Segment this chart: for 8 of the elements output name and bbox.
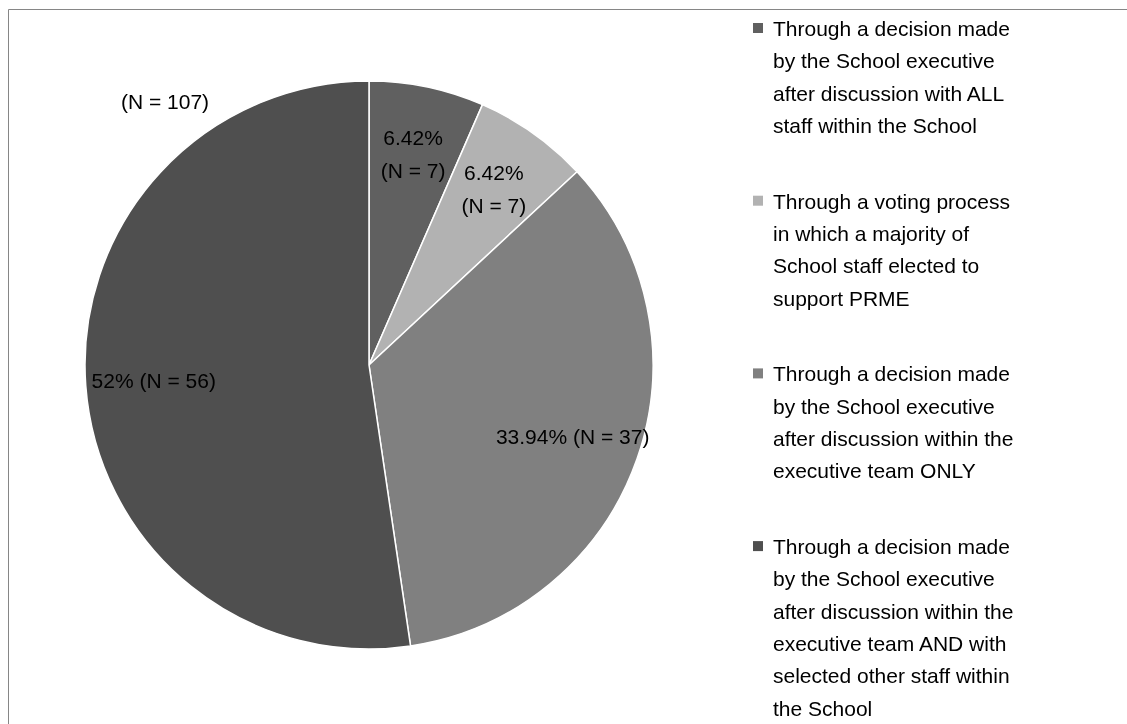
- legend-label: Through a decision made by the School executive after discussion within the executive team AND with selected other staff within the School: [773, 535, 1014, 720]
- data-label: 52% (N = 56): [91, 369, 216, 393]
- data-label: 6.42% (N = 7): [380, 125, 446, 182]
- text: (N = 107): [120, 90, 210, 113]
- legend-label: Through a decision made by the School executive after discussion with ALL staff within the School: [773, 17, 1010, 137]
- legend-label: Through a decision made by the School executive after discussion within the executive team ONLY: [773, 362, 1014, 483]
- legend-label: Through a voting process in which a majority of School staff elected to support PRME: [773, 189, 1010, 310]
- data-label: 6.42% (N = 7): [461, 160, 527, 217]
